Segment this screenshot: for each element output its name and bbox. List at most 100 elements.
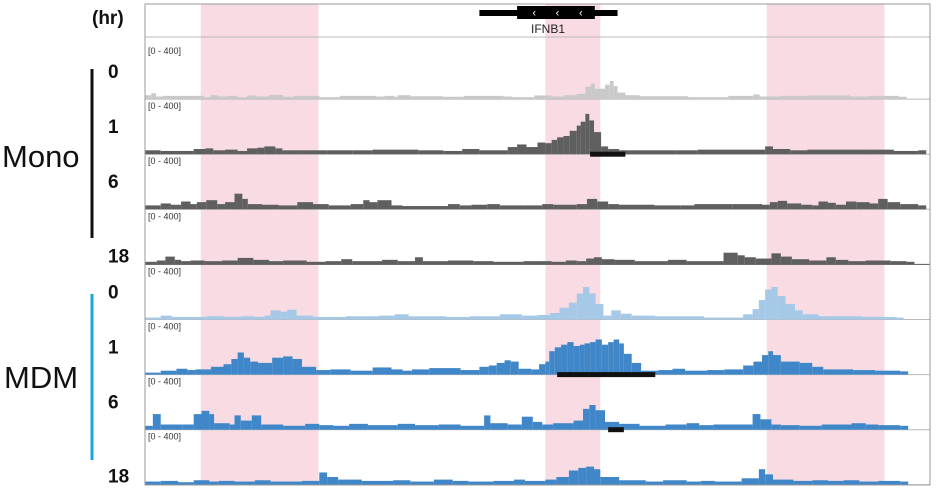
signal-bin	[846, 201, 857, 210]
signal-bin	[160, 203, 171, 210]
signal-bin	[303, 150, 328, 155]
signal-bin	[254, 316, 265, 320]
signal-bin	[685, 370, 708, 375]
signal-bin	[561, 344, 568, 375]
signal-bin	[269, 94, 284, 100]
signal-bin	[517, 144, 527, 155]
signal-bin	[460, 370, 480, 375]
signal-bin	[594, 469, 601, 485]
signal-tracks	[145, 80, 927, 485]
signal-bin	[394, 314, 409, 320]
signal-bin	[369, 202, 378, 210]
signal-bin	[229, 424, 235, 430]
signal-bin	[758, 300, 766, 320]
signal-bin	[145, 261, 157, 265]
signal-bin	[349, 423, 368, 430]
signal-bin	[869, 203, 879, 210]
signal-bin	[372, 149, 419, 155]
signal-bin	[469, 316, 500, 320]
signal-bin	[623, 353, 632, 375]
signal-bin	[594, 257, 602, 265]
signal-bin	[345, 316, 379, 320]
track-range-label: [0 - 400]	[148, 101, 181, 111]
signal-bin	[333, 425, 350, 430]
signal-bin	[856, 202, 870, 210]
signal-bin	[258, 362, 273, 375]
signal-bin	[849, 96, 869, 100]
signal-bin	[793, 480, 813, 485]
signal-bin	[755, 258, 772, 265]
signal-bin	[553, 204, 577, 210]
signal-bin	[586, 466, 595, 485]
signal-bin	[732, 204, 763, 210]
signal-bin	[499, 205, 525, 210]
signal-bin	[181, 261, 191, 265]
signal-bin	[780, 425, 800, 430]
peak-bars	[557, 151, 656, 433]
signal-bin	[493, 480, 514, 485]
signal-bin	[296, 315, 313, 320]
signal-bin	[237, 352, 244, 375]
signal-bin	[686, 423, 700, 430]
signal-bin	[619, 150, 676, 155]
signal-bin	[443, 96, 464, 100]
signal-bin	[611, 310, 621, 320]
signal-bin	[595, 339, 602, 375]
signal-bin	[325, 261, 342, 265]
signal-bin	[377, 200, 392, 210]
signal-bin	[338, 479, 362, 485]
signal-bin	[608, 342, 614, 375]
time-unit-label: (hr)	[92, 8, 124, 29]
signal-bin	[609, 80, 614, 100]
signal-bin	[576, 261, 587, 265]
signal-bin	[367, 425, 398, 430]
signal-bin	[433, 479, 453, 485]
signal-bin	[802, 314, 819, 320]
signal-bin	[580, 121, 586, 155]
signal-bin	[634, 261, 668, 265]
signal-bin	[479, 150, 508, 155]
signal-bin	[878, 198, 888, 210]
signal-bin	[152, 414, 161, 430]
signal-bin	[174, 259, 182, 265]
signal-bin	[209, 414, 215, 430]
signal-bin	[818, 316, 863, 320]
signal-bin	[402, 370, 412, 375]
signal-bin	[361, 480, 394, 485]
signal-bin	[193, 149, 206, 155]
signal-bin	[240, 316, 255, 320]
signal-bin	[339, 95, 377, 100]
signal-bin	[499, 314, 522, 320]
signal-bin	[210, 366, 224, 375]
signal-bin	[557, 137, 564, 155]
signal-bin	[663, 480, 687, 485]
signal-bin	[187, 370, 196, 375]
signal-bin	[521, 315, 538, 320]
signal-bin	[278, 205, 298, 210]
signal-bin	[504, 360, 511, 375]
signal-bin	[714, 481, 742, 485]
signal-bin	[818, 201, 828, 210]
signal-bin	[181, 201, 191, 210]
signal-bin	[645, 481, 664, 485]
signal-bin	[603, 315, 612, 320]
signal-bin	[801, 204, 813, 210]
highlight-regions	[200, 4, 885, 485]
signal-bin	[237, 97, 248, 100]
signal-bin	[583, 287, 590, 320]
signal-bin	[160, 370, 177, 375]
signal-track	[145, 252, 915, 265]
track-time-label: 18	[108, 246, 129, 267]
signal-bin	[352, 150, 373, 155]
signal-bin	[302, 480, 320, 485]
signal-bin	[234, 415, 241, 430]
signal-bin	[193, 480, 210, 485]
signal-bin	[835, 259, 849, 265]
signal-bin	[787, 203, 802, 210]
signal-bin	[672, 368, 686, 375]
signal-bin	[576, 93, 586, 100]
signal-bin	[156, 260, 166, 265]
signal-bin	[537, 142, 546, 155]
signal-bin	[595, 303, 604, 320]
signal-bin	[586, 198, 598, 210]
